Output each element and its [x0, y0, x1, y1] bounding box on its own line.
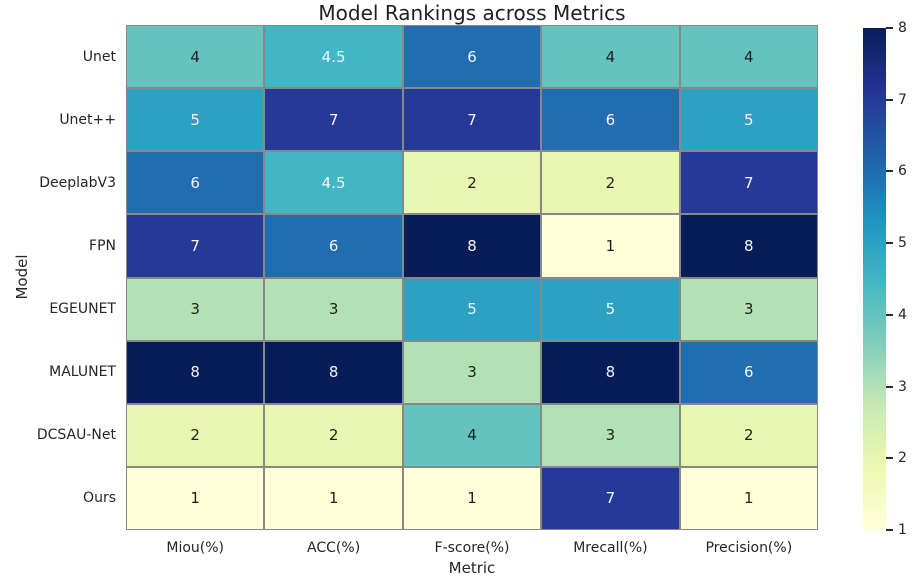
colorbar-tick-mark	[886, 457, 893, 460]
heatmap-cell: 1	[127, 467, 264, 529]
heatmap-cell: 5	[542, 278, 679, 340]
heatmap-cell: 6	[265, 215, 402, 277]
heatmap-cell: 5	[680, 89, 817, 151]
y-tick-label: DeeplabV3	[39, 174, 116, 191]
heatmap-cell: 6	[127, 152, 264, 214]
heatmap-cell: 1	[542, 215, 679, 277]
colorbar-tick-mark	[886, 313, 893, 316]
heatmap-cell: 4	[542, 26, 679, 88]
heatmap-cell: 7	[680, 152, 817, 214]
heatmap-cell: 6	[403, 26, 541, 88]
heatmap-cell: 2	[127, 404, 264, 466]
heatmap-cell: 1	[680, 467, 817, 529]
heatmap-cell: 8	[265, 341, 402, 403]
heatmap-cell: 3	[127, 278, 264, 340]
colorbar-tick-label: 7	[898, 91, 907, 108]
chart-title: Model Rankings across Metrics	[318, 1, 626, 25]
heatmap-cell: 1	[403, 467, 541, 529]
heatmap-cell: 6	[680, 341, 817, 403]
colorbar-tick-label: 3	[898, 378, 907, 395]
heatmap-cell: 7	[403, 89, 541, 151]
y-tick-label: Ours	[83, 490, 116, 507]
heatmap-cell: 5	[127, 89, 264, 151]
heatmap-cell: 4	[680, 26, 817, 88]
heatmap-cell: 4.5	[265, 26, 402, 88]
x-tick-label: ACC(%)	[307, 540, 361, 556]
heatmap-cell: 2	[403, 152, 541, 214]
heatmap-cell: 3	[403, 341, 541, 403]
colorbar-tick-mark	[886, 27, 893, 29]
heatmap-cell: 3	[680, 278, 817, 340]
heatmap-cell: 2	[265, 404, 402, 466]
heatmap-cell: 2	[542, 152, 679, 214]
colorbar-ticks: 1 2 3 4 5 6 7 8	[886, 20, 913, 538]
y-axis-tick-labels: Unet Unet++ DeeplabV3 FPN EGEUNET MALUNET DCSA…	[0, 25, 116, 530]
colorbar-tick-mark	[886, 170, 893, 173]
colorbar-tick-mark	[886, 98, 893, 101]
colorbar-tick-label: 4	[898, 306, 907, 323]
colorbar-tick-mark	[886, 529, 893, 531]
heatmap-cell: 8	[403, 215, 541, 277]
y-tick-label: DCSAU-Net	[36, 427, 116, 444]
heatmap-cell: 1	[265, 467, 402, 529]
y-tick-label: Unet++	[59, 111, 116, 128]
x-tick-label: Miou(%)	[166, 540, 225, 556]
heatmap-cell: 8	[680, 215, 817, 277]
heatmap-grid: 4 4.5 6 4 4 5 7 7 6 5 6 4.5 2 2 7 7 6 8 1 8 3 3 5 5 3 8 8 3 8 6 2 2 4 3 2 1…	[126, 25, 818, 530]
heatmap-cell: 4.5	[265, 152, 402, 214]
y-tick-label: EGEUNET	[49, 301, 116, 318]
x-axis-title: Metric	[448, 559, 496, 577]
heatmap-cell: 8	[542, 341, 679, 403]
colorbar-tick-label: 6	[898, 163, 907, 180]
colorbar	[863, 28, 886, 530]
colorbar-tick-label: 8	[898, 20, 907, 36]
heatmap-cell: 2	[680, 404, 817, 466]
colorbar-tick-label: 1	[898, 522, 907, 538]
heatmap-cell: 7	[265, 89, 402, 151]
y-tick-label: Unet	[82, 48, 116, 65]
heatmap-cell: 6	[542, 89, 679, 151]
heatmap-cell: 7	[127, 215, 264, 277]
x-tick-label: Precision(%)	[705, 540, 793, 556]
colorbar-tick-mark	[886, 242, 893, 245]
heatmap-cell: 8	[127, 341, 264, 403]
colorbar-tick-mark	[886, 385, 893, 388]
x-tick-label: F-score(%)	[434, 540, 510, 556]
heatmap-cell: 7	[542, 467, 679, 529]
heatmap-cell: 5	[403, 278, 541, 340]
heatmap-cell: 4	[403, 404, 541, 466]
heatmap-cell: 3	[542, 404, 679, 466]
colorbar-tick-label: 2	[898, 450, 907, 467]
x-axis-tick-labels: Miou(%) ACC(%) F-score(%) Mrecall(%) Precisi…	[126, 540, 818, 560]
x-tick-label: Mrecall(%)	[573, 540, 648, 556]
colorbar-tick-label: 5	[898, 235, 907, 252]
heatmap-cell: 3	[265, 278, 402, 340]
heatmap-cell: 4	[127, 26, 264, 88]
y-tick-label: FPN	[89, 237, 116, 254]
y-tick-label: MALUNET	[49, 364, 116, 381]
